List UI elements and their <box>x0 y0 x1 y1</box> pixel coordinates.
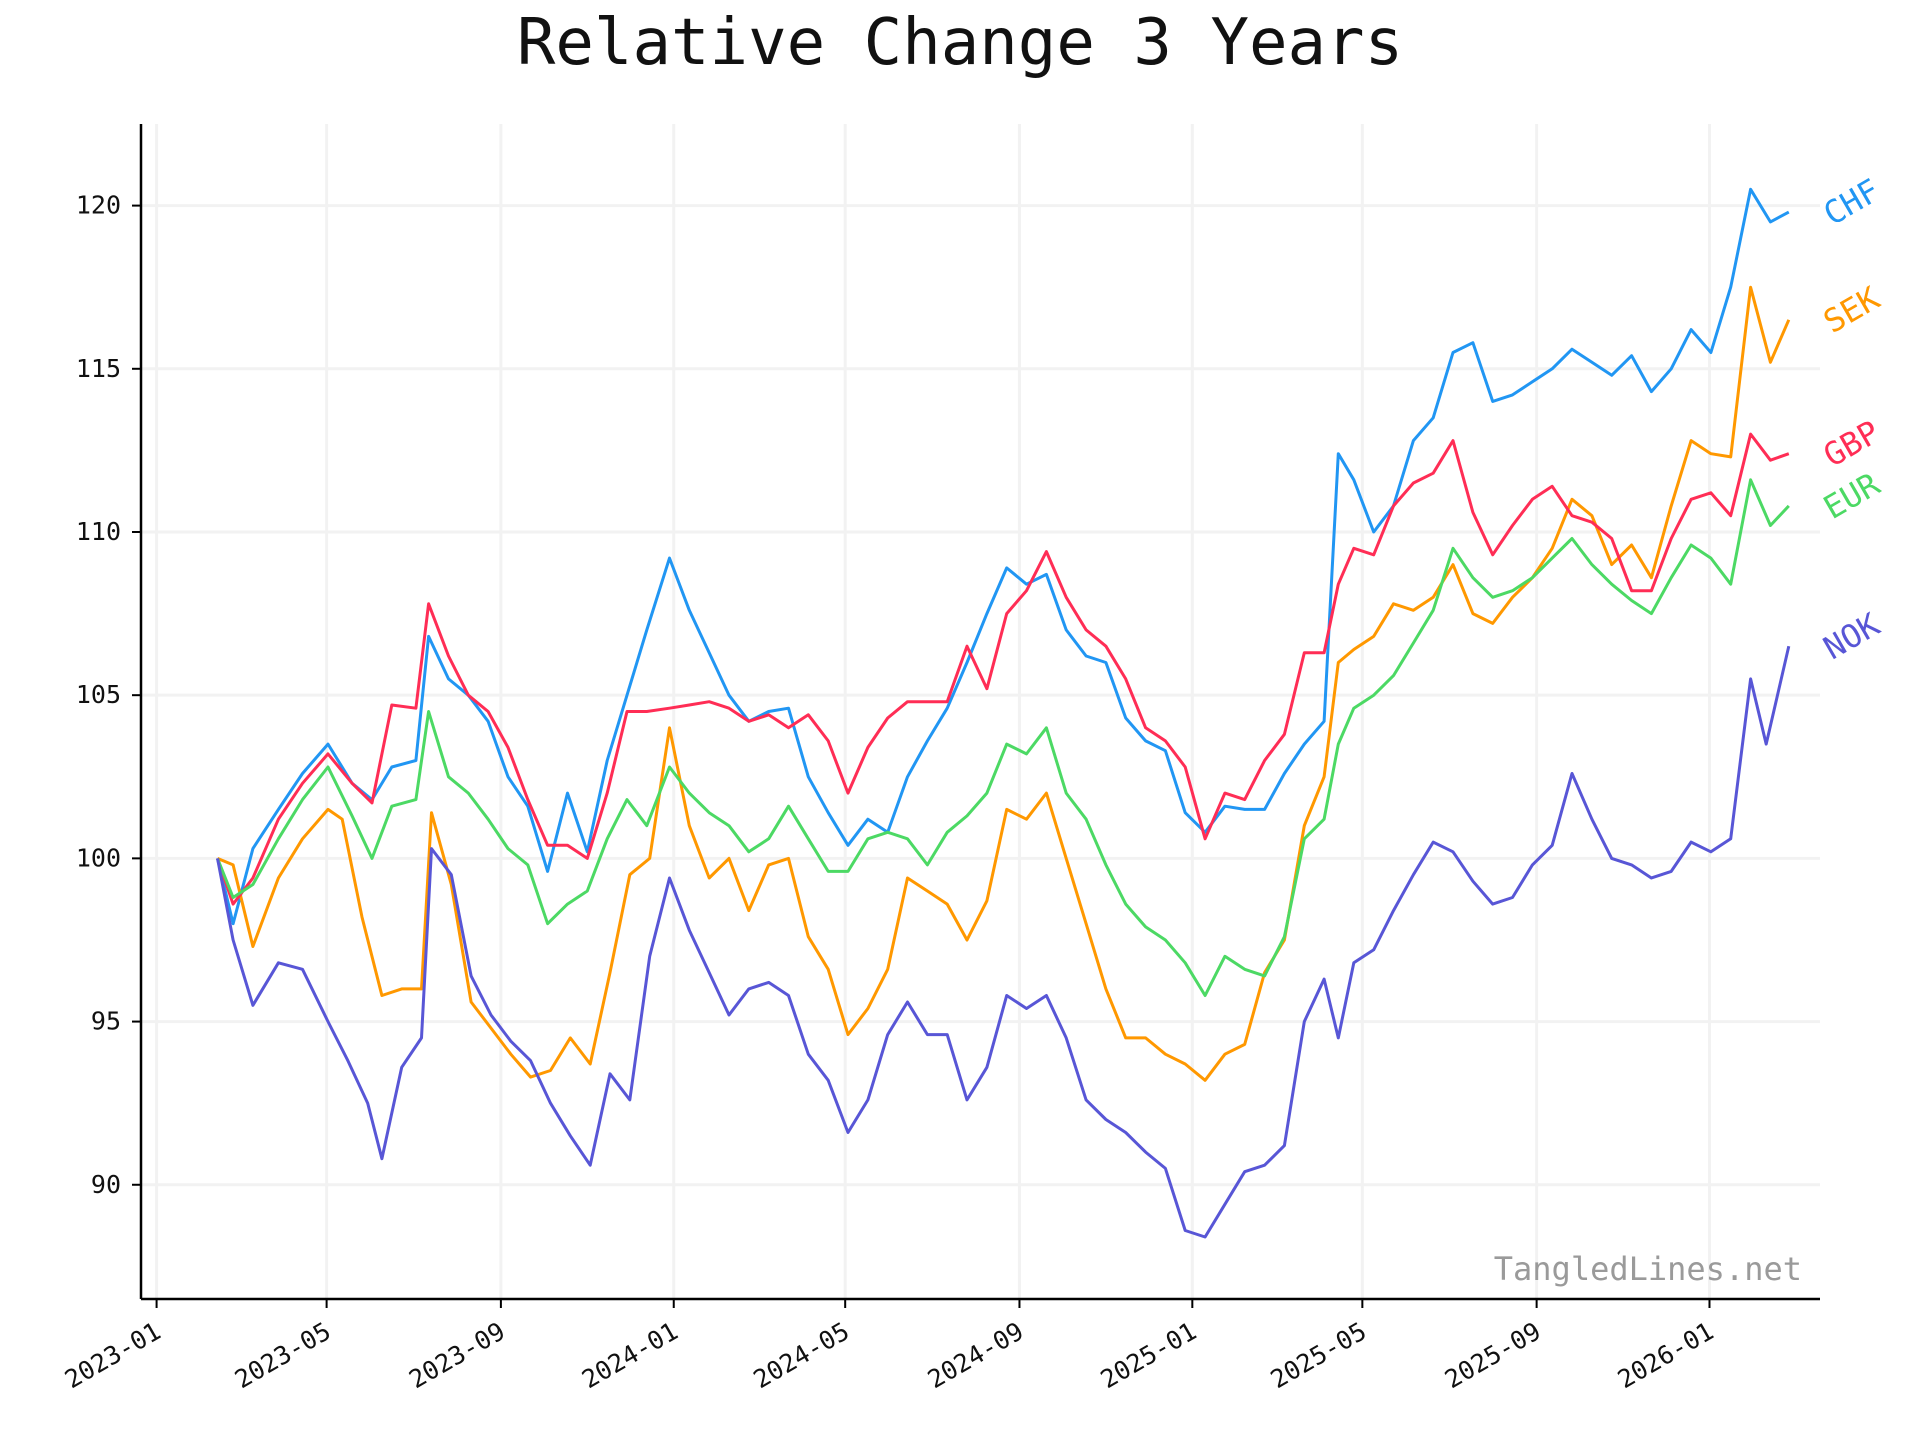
y-tick-label: 120 <box>76 191 121 220</box>
x-tick-label: 2024-09 <box>923 1316 1029 1394</box>
x-tick-label: 2026-01 <box>1613 1316 1719 1394</box>
y-tick-label: 105 <box>76 680 121 709</box>
x-tick-label: 2025-09 <box>1440 1316 1546 1394</box>
axes <box>139 124 1820 1301</box>
x-tick-label: 2023-09 <box>404 1316 510 1394</box>
x-tick-label: 2024-05 <box>748 1316 854 1394</box>
series-label-chf: CHF <box>1817 171 1886 233</box>
watermark: TangledLines.net <box>1494 1250 1802 1288</box>
series-line-gbp <box>216 432 1790 906</box>
x-tick-label: 2024-01 <box>577 1316 683 1394</box>
y-tick-label: 95 <box>91 1007 121 1036</box>
x-tick-label: 2025-01 <box>1096 1316 1202 1394</box>
y-tick-label: 115 <box>76 354 121 383</box>
grid <box>141 124 1820 1299</box>
x-tick-label: 2023-05 <box>230 1316 336 1394</box>
x-tick-label: 2023-01 <box>60 1316 166 1394</box>
x-tick-label: 2025-05 <box>1266 1316 1372 1394</box>
series-label-nok: NOK <box>1817 605 1887 667</box>
series-label-eur: EUR <box>1817 465 1887 527</box>
series-line-nok <box>216 645 1791 1239</box>
y-tick-label: 110 <box>76 517 121 546</box>
series-line-sek <box>216 285 1791 1082</box>
chart-title: Relative Change 3 Years <box>516 6 1404 80</box>
series-label-gbp: GBP <box>1817 413 1886 475</box>
series-label-sek: SEK <box>1817 279 1887 341</box>
series-line-eur <box>216 478 1790 997</box>
y-tick-label: 100 <box>76 843 121 872</box>
series-lines <box>216 187 1791 1239</box>
series-line-chf <box>216 187 1790 926</box>
y-tick-label: 90 <box>91 1170 121 1199</box>
